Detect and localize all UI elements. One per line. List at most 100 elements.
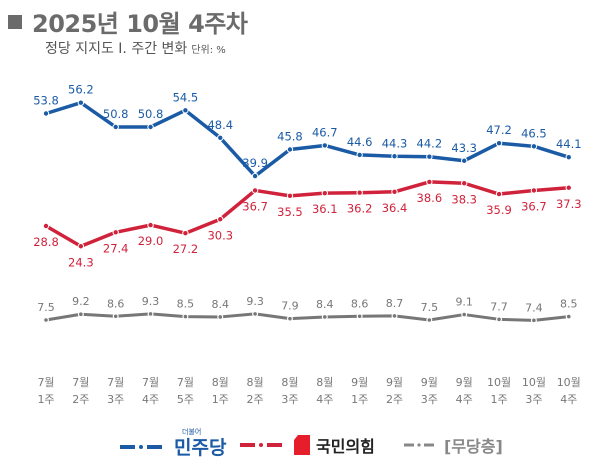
data-label-independent: 8.5 — [177, 298, 195, 311]
subtitle-text: 정당 지지도 Ⅰ. 주간 변화 — [45, 41, 188, 57]
x-tick-week: 4주 — [456, 393, 473, 406]
x-tick-month: 8월 — [316, 376, 333, 389]
data-point-independent — [427, 318, 432, 322]
x-tick-month: 8월 — [247, 376, 264, 389]
data-point-minjoo — [252, 173, 258, 179]
x-tick-month: 9월 — [456, 376, 473, 389]
data-label-minjoo: 54.5 — [173, 90, 199, 104]
data-label-minjoo: 46.7 — [312, 125, 338, 139]
data-label-ppp: 38.3 — [451, 192, 477, 206]
data-label-minjoo: 48.4 — [207, 118, 233, 132]
data-label-independent: 7.9 — [281, 300, 299, 313]
data-point-independent — [253, 312, 257, 316]
legend-line-ppp-icon — [240, 443, 282, 447]
data-point-minjoo — [357, 152, 362, 158]
x-tick-month: 8월 — [212, 376, 229, 389]
data-label-independent: 9.3 — [246, 295, 264, 308]
data-point-ppp — [183, 231, 188, 236]
data-label-independent: 8.4 — [212, 298, 230, 311]
x-tick-week: 3주 — [281, 393, 298, 406]
data-label-minjoo: 53.8 — [33, 94, 59, 108]
series-line-minjoo — [45, 100, 570, 178]
data-label-minjoo: 45.8 — [277, 130, 303, 144]
x-tick-month: 7월 — [107, 376, 124, 389]
unit-label: 단위: % — [191, 45, 226, 56]
ppp-logo-icon — [294, 435, 310, 455]
data-point-independent — [357, 314, 362, 319]
data-point-independent — [148, 312, 153, 316]
line-chart: 53.8 56.2 50.8 50.8 54.5 48.4 39.9 45.8 46.7 44.6… — [33, 83, 582, 406]
data-label-minjoo: 44.1 — [556, 137, 582, 151]
data-label-minjoo: 46.5 — [521, 126, 547, 140]
x-tick-month: 9월 — [421, 376, 438, 389]
x-tick-week: 1주 — [351, 393, 368, 406]
data-point-ppp — [148, 222, 153, 228]
chart-subtitle: 정당 지지도 Ⅰ. 주간 변화 단위: % — [45, 38, 226, 58]
series-line-ppp — [45, 180, 569, 248]
data-label-independent: 9.3 — [142, 295, 160, 308]
data-point-ppp — [462, 181, 467, 186]
x-tick-month: 8월 — [281, 376, 298, 389]
data-label-ppp: 29.0 — [138, 234, 164, 248]
data-point-independent — [288, 316, 292, 321]
data-label-ppp: 37.3 — [556, 197, 582, 211]
data-point-minjoo — [531, 144, 537, 149]
data-label-ppp: 27.2 — [173, 242, 199, 256]
data-label-ppp: 27.4 — [103, 241, 129, 255]
data-label-ppp: 36.2 — [347, 202, 373, 216]
data-point-independent — [462, 312, 467, 317]
x-tick-month: 7월 — [177, 376, 194, 389]
data-point-minjoo — [78, 100, 84, 105]
data-point-ppp — [252, 188, 258, 193]
data-label-independent: 7.5 — [37, 301, 55, 314]
x-tick-week: 3주 — [421, 393, 438, 406]
data-point-minjoo — [566, 154, 571, 160]
data-point-ppp — [566, 185, 571, 190]
data-point-independent — [44, 318, 48, 322]
data-label-ppp: 36.7 — [521, 199, 547, 213]
data-label-independent: 8.5 — [560, 298, 578, 311]
data-point-minjoo — [218, 135, 223, 140]
data-label-minjoo: 56.2 — [68, 83, 94, 97]
legend-label-minjoo: 민주당 — [174, 437, 227, 459]
data-point-minjoo — [148, 124, 153, 130]
data-point-ppp — [427, 179, 432, 185]
data-point-ppp — [43, 223, 49, 229]
data-label-independent: 9.1 — [455, 296, 473, 309]
data-label-minjoo: 44.2 — [417, 137, 443, 151]
data-label-minjoo: 43.3 — [451, 141, 477, 155]
x-tick-week: 4주 — [560, 393, 577, 406]
data-label-ppp: 35.9 — [486, 203, 512, 217]
data-point-minjoo — [462, 158, 467, 163]
data-label-ppp: 38.6 — [417, 191, 443, 205]
legend-item-independent: [무당층] — [402, 433, 503, 457]
data-label-independent: 9.2 — [72, 295, 90, 308]
x-tick-week: 3주 — [525, 393, 542, 406]
x-tick-week: 1주 — [37, 393, 54, 406]
data-point-ppp — [78, 244, 84, 249]
x-tick-month: 7월 — [142, 376, 159, 389]
page-title: 2025년 10월 4주차 — [8, 4, 248, 39]
data-point-independent — [218, 315, 223, 319]
data-point-minjoo — [43, 111, 49, 116]
data-label-ppp: 36.1 — [312, 202, 338, 216]
series-line-independent — [45, 312, 569, 322]
data-label-independent: 8.4 — [316, 298, 334, 311]
data-label-independent: 7.5 — [421, 301, 439, 314]
data-label-independent: 7.7 — [490, 300, 508, 313]
data-point-ppp — [357, 190, 362, 195]
x-tick-month: 9월 — [386, 376, 403, 389]
data-point-ppp — [113, 230, 118, 235]
data-label-ppp: 24.3 — [68, 255, 94, 269]
legend-line-independent-icon — [404, 443, 434, 447]
legend-tag-minjoo: 더불어 — [182, 428, 202, 436]
data-label-minjoo: 39.9 — [242, 156, 268, 170]
x-tick-week: 4주 — [142, 393, 159, 406]
data-label-ppp: 28.8 — [33, 235, 59, 249]
data-point-minjoo — [287, 147, 293, 152]
data-point-independent — [113, 314, 118, 319]
x-tick-week: 2주 — [247, 393, 264, 406]
legend-item-minjoo: 더불어 민주당 — [118, 428, 227, 460]
data-point-independent — [392, 314, 397, 318]
legend-line-minjoo-icon — [120, 444, 162, 449]
